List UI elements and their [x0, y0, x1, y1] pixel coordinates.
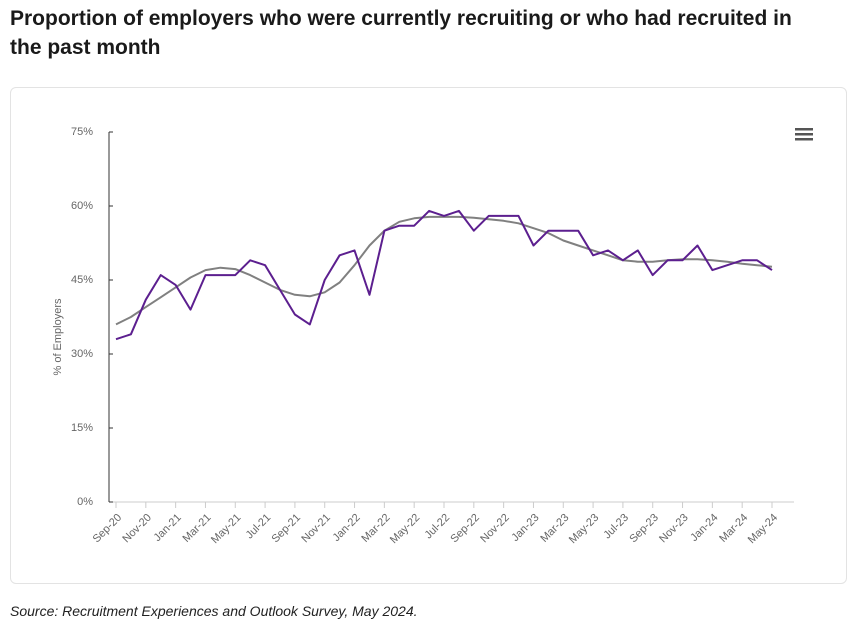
source-note: Source: Recruitment Experiences and Outl…: [10, 603, 418, 619]
series-line: [115, 215, 773, 326]
x-tick-label: Nov-21: [299, 512, 333, 546]
x-tick-label: Nov-23: [657, 512, 691, 546]
y-tick-label: 60%: [71, 200, 93, 212]
x-tick-label: Nov-22: [478, 512, 512, 546]
x-tick-label: May-24: [746, 512, 780, 546]
x-tick-label: Mar-24: [717, 512, 750, 545]
chart-card: 0% 15% 30% 45% 60% 75%% of Employers Sep-20 Nov…: [10, 87, 847, 584]
x-tick-label: Nov-20: [120, 512, 154, 546]
x-tick-label: Jan-21: [152, 512, 184, 544]
x-tick-label: Jan-22: [330, 512, 362, 544]
chart: 0%15%30%45%60%75%% of EmployersSep-20Nov…: [52, 126, 813, 546]
y-axis-label: % of Employers: [52, 298, 64, 376]
x-tick-label: Sep-20: [91, 512, 125, 546]
x-tick-label: Sep-23: [627, 512, 661, 546]
x-tick-label: Jan-23: [509, 512, 541, 544]
x-tick-label: Jan-24: [688, 512, 720, 544]
x-tick-label: Mar-23: [538, 512, 571, 545]
x-tick-label: Sep-21: [270, 512, 304, 546]
y-tick-label: 30%: [71, 348, 93, 360]
x-tick-label: Mar-21: [181, 512, 214, 545]
chart-title: Proportion of employers who were current…: [10, 7, 792, 59]
y-tick-label: 75%: [71, 126, 93, 138]
y-tick-label: 0%: [77, 496, 93, 508]
y-tick-label: 15%: [71, 422, 93, 434]
y-tick-label: 45%: [71, 274, 93, 286]
x-tick-label: May-21: [209, 512, 243, 546]
x-tick-label: Mar-22: [359, 512, 392, 545]
x-tick-label: May-23: [567, 512, 601, 546]
x-tick-label: May-22: [388, 512, 422, 546]
menu-icon[interactable]: [795, 128, 813, 141]
series-line: [115, 209, 773, 341]
x-tick-label: Sep-22: [448, 512, 482, 546]
